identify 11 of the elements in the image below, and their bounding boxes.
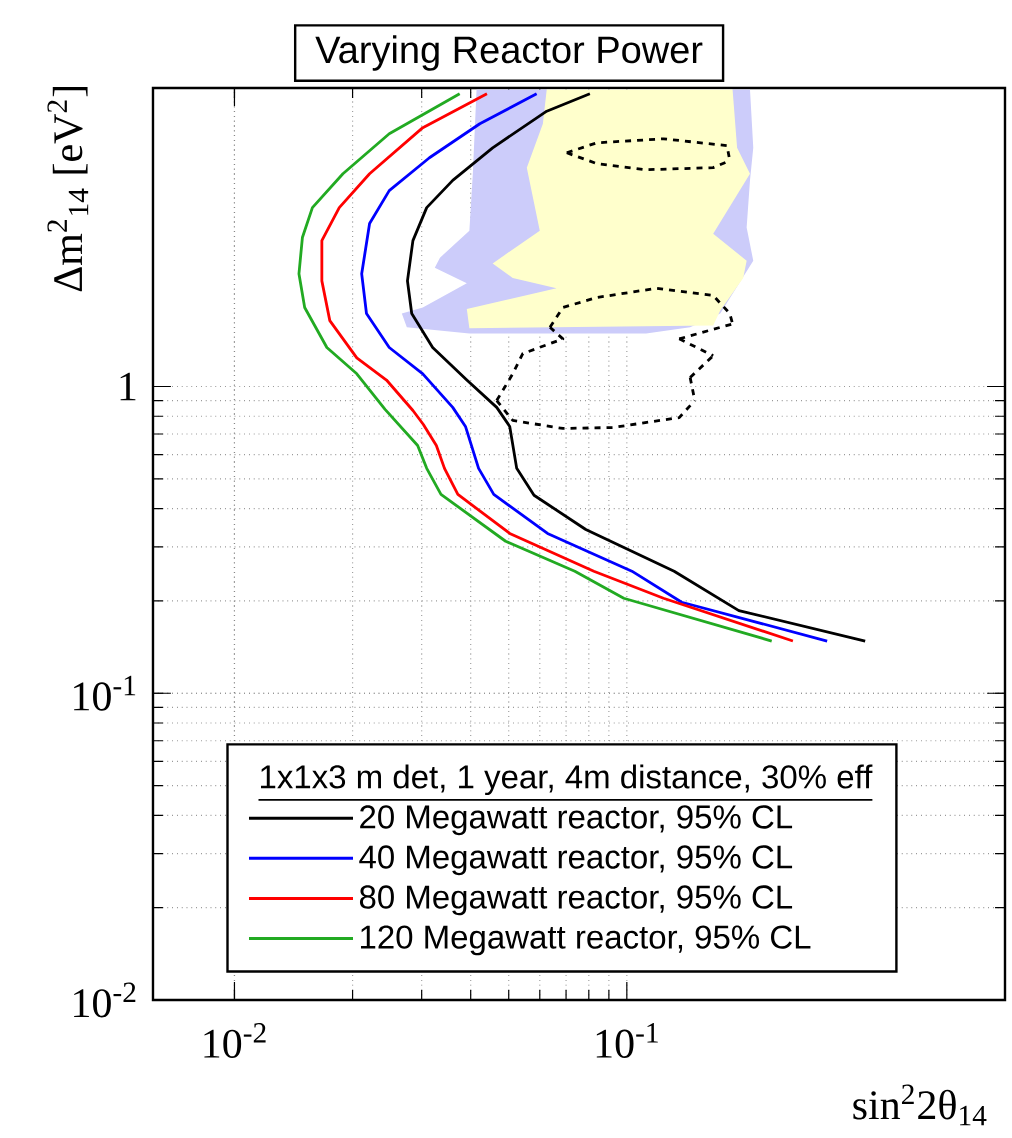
y-tick-label: 1	[120, 372, 136, 401]
x-axis-title: sin$^{2}$2θ$_{14}$	[853, 1084, 987, 1126]
legend-label: 20 Megawatt reactor, 95% CL	[360, 805, 793, 836]
chart-title: Varying Reactor Power	[315, 35, 703, 71]
legend-label: 120 Megawatt reactor, 95% CL	[361, 925, 811, 956]
y-axis-title: Δm$^{2}$$_{14}$ [eV$^{2}$]	[47, 86, 89, 292]
legend-title: 1x1x3 m det, 1 year, 4m distance, 30% eff	[261, 764, 873, 796]
y-tick-label: 10$^{-1}$	[74, 675, 136, 711]
legend-label: 40 Megawatt reactor, 95% CL	[359, 845, 793, 876]
legend-label: 80 Megawatt reactor, 95% CL	[359, 885, 793, 916]
y-tick-label: 10$^{-2}$	[74, 982, 136, 1018]
